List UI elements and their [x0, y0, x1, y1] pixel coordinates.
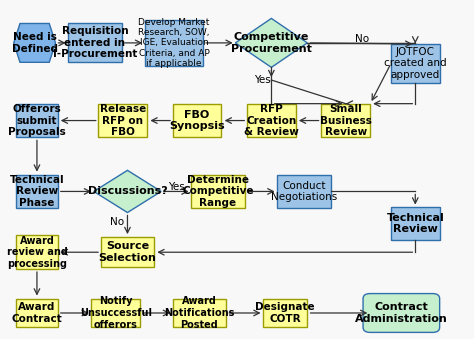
Text: Contract
Administration: Contract Administration	[355, 302, 448, 324]
Text: No: No	[355, 34, 369, 43]
FancyBboxPatch shape	[16, 104, 58, 137]
Text: JOTFOC
created and
approved: JOTFOC created and approved	[384, 46, 447, 80]
Text: RFP
Creation
& Review: RFP Creation & Review	[244, 104, 299, 137]
FancyBboxPatch shape	[99, 104, 147, 137]
Text: Conduct
Negotiations: Conduct Negotiations	[271, 181, 337, 202]
Text: Technical
Review: Technical Review	[386, 213, 444, 234]
FancyBboxPatch shape	[101, 237, 154, 267]
Text: Release
RFP on
FBO: Release RFP on FBO	[100, 104, 146, 137]
Text: FBO
Synopsis: FBO Synopsis	[169, 110, 225, 131]
FancyBboxPatch shape	[321, 104, 370, 137]
Text: Small
Business
Review: Small Business Review	[319, 104, 372, 137]
Text: Requisition
entered in
I-Procurement: Requisition entered in I-Procurement	[53, 26, 137, 60]
FancyBboxPatch shape	[16, 175, 58, 208]
Text: Designate
COTR: Designate COTR	[255, 302, 315, 324]
Text: Technical
Review
Phase: Technical Review Phase	[9, 175, 64, 208]
Text: Discussions?: Discussions?	[88, 186, 167, 196]
Polygon shape	[14, 23, 55, 62]
Polygon shape	[236, 18, 307, 67]
Text: Award
Notifications
Posted: Award Notifications Posted	[164, 296, 235, 330]
FancyBboxPatch shape	[391, 207, 440, 240]
FancyBboxPatch shape	[391, 44, 440, 83]
FancyBboxPatch shape	[263, 299, 307, 327]
FancyBboxPatch shape	[363, 294, 440, 333]
Text: Competitive
Procurement: Competitive Procurement	[231, 32, 312, 54]
FancyBboxPatch shape	[247, 104, 296, 137]
FancyBboxPatch shape	[68, 23, 122, 62]
FancyBboxPatch shape	[277, 175, 330, 208]
FancyBboxPatch shape	[91, 299, 140, 327]
FancyBboxPatch shape	[16, 235, 58, 269]
Text: Develop Market
Research, SOW,
IGE, Evaluation
Criteria, and AP
if applicable: Develop Market Research, SOW, IGE, Evalu…	[138, 18, 210, 68]
Text: Award
Contract: Award Contract	[11, 302, 62, 324]
FancyBboxPatch shape	[191, 175, 245, 208]
Text: No: No	[109, 217, 124, 227]
Text: Source
Selection: Source Selection	[99, 241, 156, 263]
Text: Yes: Yes	[254, 75, 271, 85]
Polygon shape	[94, 170, 161, 213]
Text: Offerors
submit
Proposals: Offerors submit Proposals	[8, 104, 66, 137]
FancyBboxPatch shape	[145, 20, 203, 66]
Text: Need is
Defined: Need is Defined	[12, 32, 58, 54]
FancyBboxPatch shape	[173, 299, 226, 327]
Text: Award
review and
processing: Award review and processing	[7, 236, 67, 269]
Text: Determine
Competitive
Range: Determine Competitive Range	[182, 175, 254, 208]
Text: Notify
Unsuccessful
offerors: Notify Unsuccessful offerors	[80, 296, 152, 330]
Text: Yes: Yes	[168, 182, 184, 192]
FancyBboxPatch shape	[16, 299, 58, 327]
FancyBboxPatch shape	[173, 104, 221, 137]
